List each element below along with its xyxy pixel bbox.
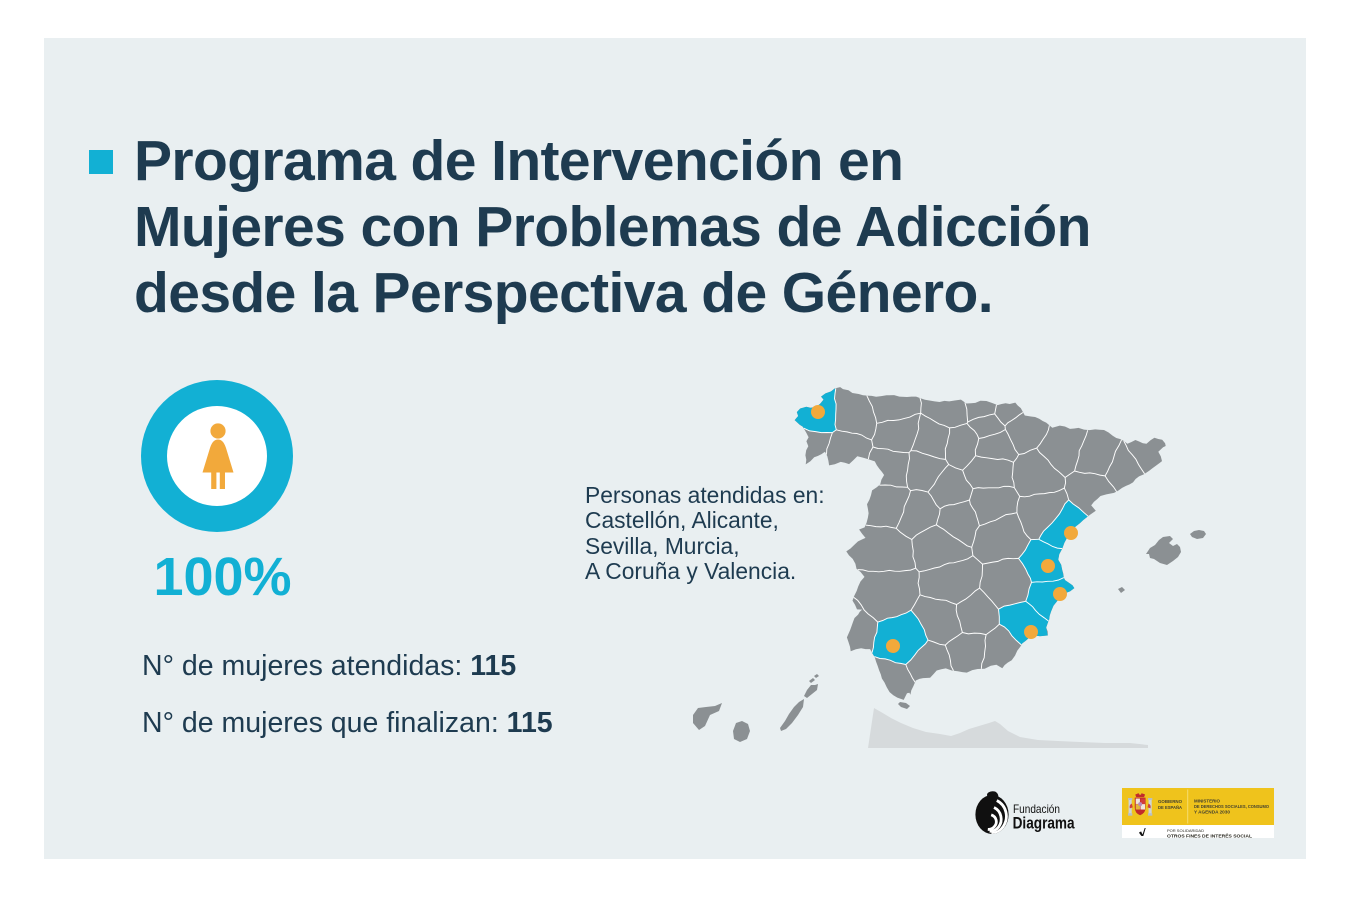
svg-text:GOBIERNO: GOBIERNO bbox=[1158, 799, 1182, 804]
svg-text:MINISTERIO: MINISTERIO bbox=[1194, 799, 1221, 804]
svg-text:Y AGENDA 2030: Y AGENDA 2030 bbox=[1194, 809, 1231, 814]
svg-text:DE DERECHOS SOCIALES, CONSUMO: DE DERECHOS SOCIALES, CONSUMO bbox=[1194, 804, 1270, 809]
svg-text:DE ESPAÑA: DE ESPAÑA bbox=[1158, 804, 1183, 810]
svg-text:OTROS FINES DE INTERÉS SOCIAL: OTROS FINES DE INTERÉS SOCIAL bbox=[1167, 831, 1252, 838]
svg-text:Diagrama: Diagrama bbox=[1013, 814, 1076, 832]
svg-text:POR SOLIDARIDAD: POR SOLIDARIDAD bbox=[1167, 828, 1204, 833]
svg-text:Fundación: Fundación bbox=[1013, 802, 1060, 816]
